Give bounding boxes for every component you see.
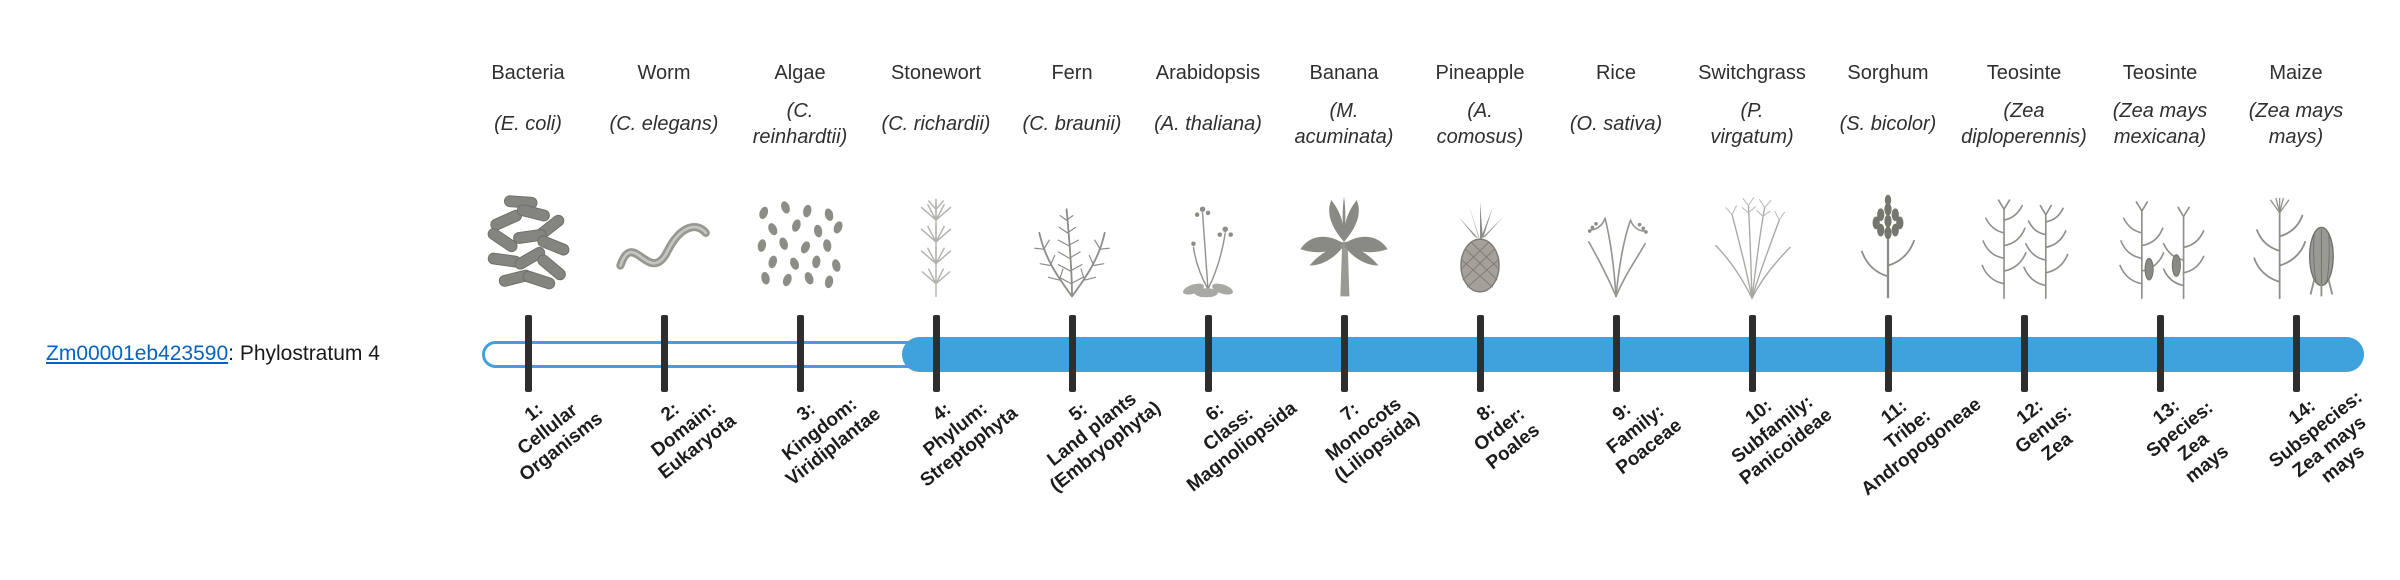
organism-scientific-name: (A. comosus)	[1436, 100, 1524, 148]
organism-column-14: Maize (Zea mays mays) 14: Subspecies: Ze…	[2216, 0, 2376, 580]
organism-column-7: Banana (M. acuminata) 7: Monocots (Lilio…	[1264, 0, 1424, 580]
pineapple-illustration	[1400, 166, 1560, 300]
organism-column-6: Arabidopsis (A. thaliana) 6: Class: Magn…	[1128, 0, 1300, 580]
organism-scientific-name: (E. coli)	[494, 113, 562, 135]
worm-illustration	[584, 166, 744, 300]
organism-column-12: Teosinte (Zea diploperennis) 12: Genus: …	[1944, 0, 2104, 580]
organism-common-name: Fern	[1051, 62, 1093, 84]
phylostratum-label-text: 8: Order: Poales	[1470, 398, 1545, 475]
organism-scientific-name: (C. elegans)	[609, 113, 719, 135]
organism-column-13: Teosinte (Zea mays mexicana) 13: Species…	[2080, 0, 2240, 580]
organism-common-name: Arabidopsis	[1155, 62, 1261, 84]
organism-common-name: Worm	[637, 62, 691, 84]
teosinte-diploperennis-illustration	[1944, 166, 2104, 300]
phylostratum-tick	[796, 315, 804, 392]
organism-scientific-name: (Zea diploperennis)	[1961, 100, 2087, 148]
phylostratum-tick	[1476, 315, 1484, 392]
organism-column-2: Worm (C. elegans) 2: Domain: Eukaryota	[584, 0, 744, 580]
phylostratum-tick	[2292, 315, 2300, 392]
organism-scientific-name: (O. sativa)	[1569, 113, 1663, 135]
organism-scientific-name: (S. bicolor)	[1839, 113, 1937, 135]
organism-common-name: Teosinte	[1986, 62, 2062, 84]
organism-scientific-name: (C. reinhardtii)	[752, 100, 848, 148]
organism-column-9: Rice (O. sativa) 9: Family: Poaceae	[1536, 0, 1696, 580]
organism-scientific-name: (Zea mays mays)	[2248, 100, 2344, 148]
phylostratum-label-text: 12: Genus: Zea	[2011, 395, 2077, 466]
phylostratum-tick	[1204, 315, 1212, 392]
organism-common-name: Switchgrass	[1698, 62, 1806, 84]
arabidopsis-illustration	[1128, 166, 1288, 300]
organism-common-name: Teosinte	[2122, 62, 2198, 84]
organism-scientific-name: (P. virgatum)	[1710, 100, 1794, 148]
phylostratum-tick	[2020, 315, 2028, 392]
teosinte-mexicana-illustration	[2080, 166, 2240, 300]
organism-common-name: Pineapple	[1435, 62, 1525, 84]
organism-column-5: Fern (C. braunii) 5: Land plants (Embryo…	[992, 0, 1165, 580]
phylostratum-tick	[1884, 315, 1892, 392]
phylostratum-tick	[524, 315, 532, 392]
phylostratum-tick	[1068, 315, 1076, 392]
organism-column-3: Algae (C. reinhardtii) 3: Kingdom: Virid…	[720, 0, 885, 580]
phylostratum-tick	[2156, 315, 2164, 392]
fern-illustration	[992, 166, 1152, 300]
phylostratum-tick	[1340, 315, 1348, 392]
organism-scientific-name: (M. acuminata)	[1294, 100, 1394, 148]
gene-id-link[interactable]: Zm00001eb423590	[46, 342, 229, 365]
organism-common-name: Sorghum	[1847, 62, 1929, 84]
phylostrata-fill-bar	[902, 337, 2364, 372]
rice-illustration	[1536, 166, 1696, 300]
organism-column-10: Switchgrass (P. virgatum) 10: Subfamily:…	[1672, 0, 1836, 580]
organism-column-11: Sorghum (S. bicolor) 11: Tribe: Andropog…	[1808, 0, 1986, 580]
phylostratum-tick	[660, 315, 668, 392]
organism-common-name: Maize	[2269, 62, 2323, 84]
organism-column-8: Pineapple (A. comosus) 8: Order: Poales	[1400, 0, 1560, 580]
organism-common-name: Bacteria	[491, 62, 565, 84]
organism-scientific-name: (Zea mays mexicana)	[2112, 100, 2208, 148]
maize-illustration	[2216, 166, 2376, 300]
organism-column-1: Bacteria (E. coli) 1: Cellular Organisms	[448, 0, 608, 580]
organism-common-name: Banana	[1309, 62, 1379, 84]
organism-scientific-name: (C. richardii)	[881, 113, 991, 135]
switchgrass-illustration	[1672, 166, 1832, 300]
organism-scientific-name: (C. braunii)	[1022, 113, 1122, 135]
gene-phylostratum-text: : Phylostratum 4	[228, 342, 380, 365]
phylostratum-tick	[1612, 315, 1620, 392]
banana-illustration	[1264, 166, 1424, 300]
phylostratum-tick	[1748, 315, 1756, 392]
organism-column-4: Stonewort (C. richardii) 4: Phylum: Stre…	[856, 0, 1023, 580]
gene-label: Zm00001eb423590: Phylostratum 4	[46, 340, 380, 368]
organism-common-name: Algae	[774, 62, 826, 84]
organism-scientific-name: (A. thaliana)	[1154, 113, 1262, 135]
sorghum-illustration	[1808, 166, 1968, 300]
phylostratum-tick	[932, 315, 940, 392]
stonewort-illustration	[856, 166, 1016, 300]
phylostratum-label-text: 14: Subspecies: Zea mays mays	[2265, 386, 2371, 488]
algae-illustration	[720, 166, 880, 300]
organism-common-name: Rice	[1595, 62, 1636, 84]
organism-common-name: Stonewort	[890, 62, 982, 84]
bacteria-illustration	[448, 166, 608, 300]
